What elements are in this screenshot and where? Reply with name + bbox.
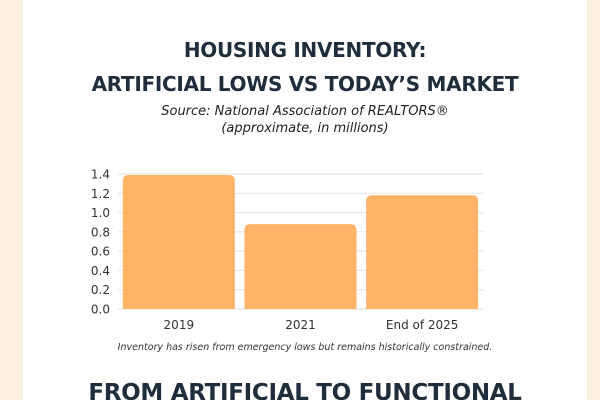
- x-tick-label: 2021: [285, 318, 316, 332]
- chart-source: Source: National Association of REALTORS…: [161, 104, 449, 119]
- infographic-card: HOUSING INVENTORY: ARTIFICIAL LOWS VS TO…: [23, 0, 587, 400]
- bar: [244, 224, 357, 309]
- y-tick-label: 0.8: [91, 225, 110, 239]
- x-tick-label: 2019: [164, 318, 195, 332]
- y-tick-label: 1.4: [91, 168, 110, 182]
- y-tick-label: 1.0: [91, 206, 110, 220]
- bar: [122, 174, 235, 309]
- y-tick-label: 0.0: [91, 303, 110, 317]
- next-section-title: FROM ARTIFICIAL TO FUNCTIONAL: [88, 380, 522, 400]
- y-tick-label: 1.2: [91, 187, 110, 201]
- bar-chart: 0.0 0.2 0.4 0.6 0.8 1.0 1.2 1.4 2019 2021 End of 2…: [91, 168, 483, 332]
- chart-title-line2: ARTIFICIAL LOWS VS TODAY’S MARKET: [91, 72, 519, 96]
- x-tick-label: End of 2025: [386, 318, 459, 332]
- y-tick-label: 0.2: [91, 283, 110, 297]
- chart-title-line1: HOUSING INVENTORY:: [183, 38, 427, 62]
- y-tick-label: 0.6: [91, 245, 110, 259]
- chart-units: (approximate, in millions): [221, 121, 389, 136]
- chart-footnote: Inventory has risen from emergency lows …: [117, 342, 493, 353]
- bar: [366, 195, 479, 309]
- y-tick-label: 0.4: [91, 264, 110, 278]
